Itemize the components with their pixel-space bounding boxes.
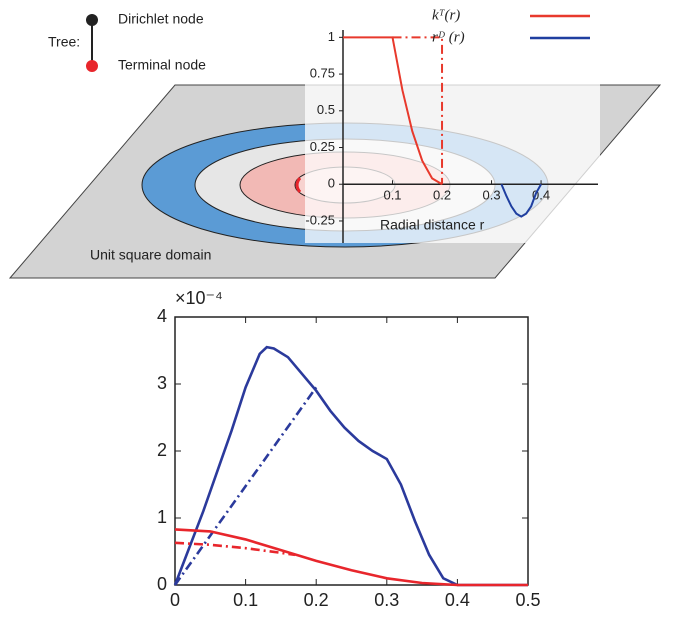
plot-frame (174, 316, 529, 586)
main-chart: 0 1 2 3 4 0 0.1 0.2 0.3 0.4 0.5 ×10⁻⁴ (157, 288, 541, 610)
x-tick-label: 0 (170, 590, 180, 610)
y-tick-label: 0.25 (310, 139, 335, 154)
node-label: Dirichlet node (118, 11, 204, 27)
node-label: Terminal node (118, 57, 206, 73)
y-tick-label: 3 (157, 373, 167, 393)
x-tick-label: 0.3 (374, 590, 399, 610)
y-tick-label: 0.5 (317, 102, 335, 117)
x-axis-label: Radial distance r (380, 217, 485, 233)
y-tick-label: 0.75 (310, 66, 335, 81)
tree-label: Tree: (48, 34, 80, 50)
terminal-node (86, 60, 98, 72)
inset-panel (305, 25, 600, 243)
x-tick-label: 0.3 (483, 187, 501, 202)
x-tick-label: 0.1 (233, 590, 258, 610)
x-tick-label: 0.4 (445, 590, 470, 610)
y-tick-label: 2 (157, 440, 167, 460)
series-line (174, 541, 296, 557)
y-tick-label: 1 (157, 507, 167, 527)
y-tick-label: 0 (328, 176, 335, 191)
y-tick-label: 4 (157, 306, 167, 326)
legend-label: rᴰ (r) (432, 29, 465, 45)
series-line (174, 528, 528, 587)
x-tick-label: 0.2 (304, 590, 329, 610)
domain-diagram: Unit square domain Tree: Dirichlet node … (8, 11, 662, 279)
terminal-mark (295, 177, 302, 193)
legend-label: kᵀ(r) (432, 7, 460, 23)
domain-label: Unit square domain (90, 247, 211, 263)
x-tick-label: 0.5 (515, 590, 540, 610)
y-tick-label: 1 (328, 29, 335, 44)
x-tick-label: 0.2 (433, 187, 451, 202)
dirichlet-node (86, 14, 98, 26)
series-line (500, 183, 542, 218)
x-tick-label: 0.1 (383, 187, 401, 202)
series-line (173, 345, 528, 587)
y-tick-label: 0 (157, 574, 167, 594)
exponent-label: ×10⁻⁴ (175, 288, 223, 308)
series-line (173, 386, 318, 586)
y-tick-label: -0.25 (305, 212, 335, 227)
series-line (392, 36, 444, 185)
